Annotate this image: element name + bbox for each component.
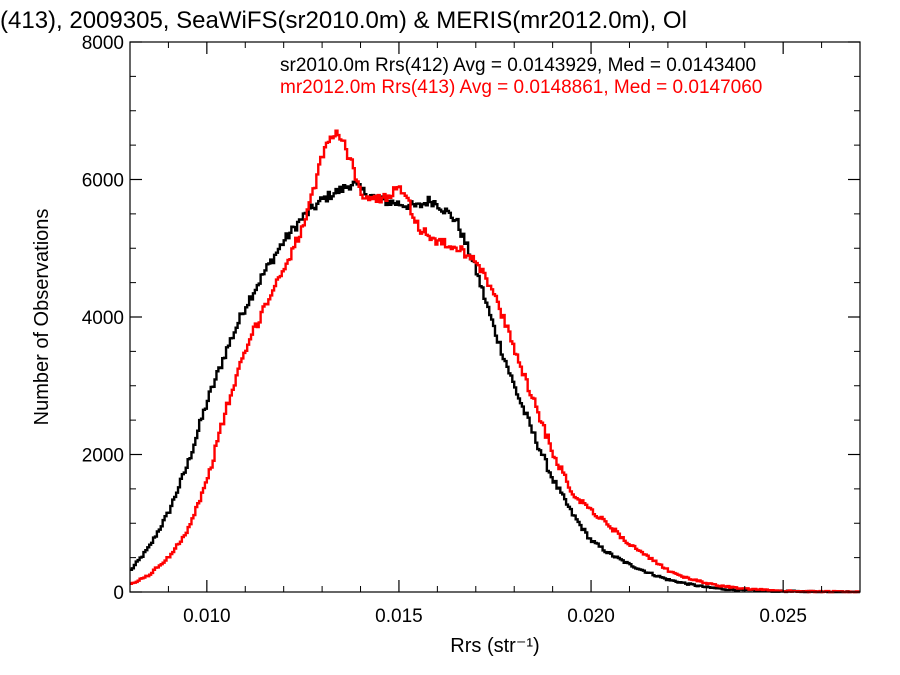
- y-tick-label: 4000: [82, 308, 124, 329]
- series-lines: [130, 129, 860, 594]
- y-tick-label: 2000: [82, 446, 124, 467]
- legend: sr2010.0m Rrs(412) Avg = 0.0143929, Med …: [280, 55, 762, 98]
- y-axis-label: Number of Observations: [31, 209, 53, 426]
- x-axis-label: Rrs (str⁻¹): [450, 635, 539, 657]
- legend-entry-1: sr2010.0m Rrs(412) Avg = 0.0143929, Med …: [280, 55, 756, 76]
- axes: 0.010 0.015 0.020 0.025 0 2000 4000 6000 8000: [82, 33, 860, 627]
- series-line-1: [130, 180, 860, 594]
- chart-title: s(413), 2009305, SeaWiFS(sr2010.0m) & ME…: [0, 7, 687, 34]
- y-tick-label: 0: [113, 583, 124, 604]
- legend-entry-2: mr2012.0m Rrs(413) Avg = 0.0148861, Med …: [280, 77, 762, 98]
- series-line-2: [130, 129, 860, 594]
- x-tick-label: 0.020: [567, 606, 615, 627]
- y-tick-label: 6000: [82, 171, 124, 192]
- y-tick-label: 8000: [82, 33, 124, 54]
- x-tick-label: 0.010: [183, 606, 231, 627]
- x-tick-label: 0.025: [759, 606, 807, 627]
- x-tick-label: 0.015: [375, 606, 423, 627]
